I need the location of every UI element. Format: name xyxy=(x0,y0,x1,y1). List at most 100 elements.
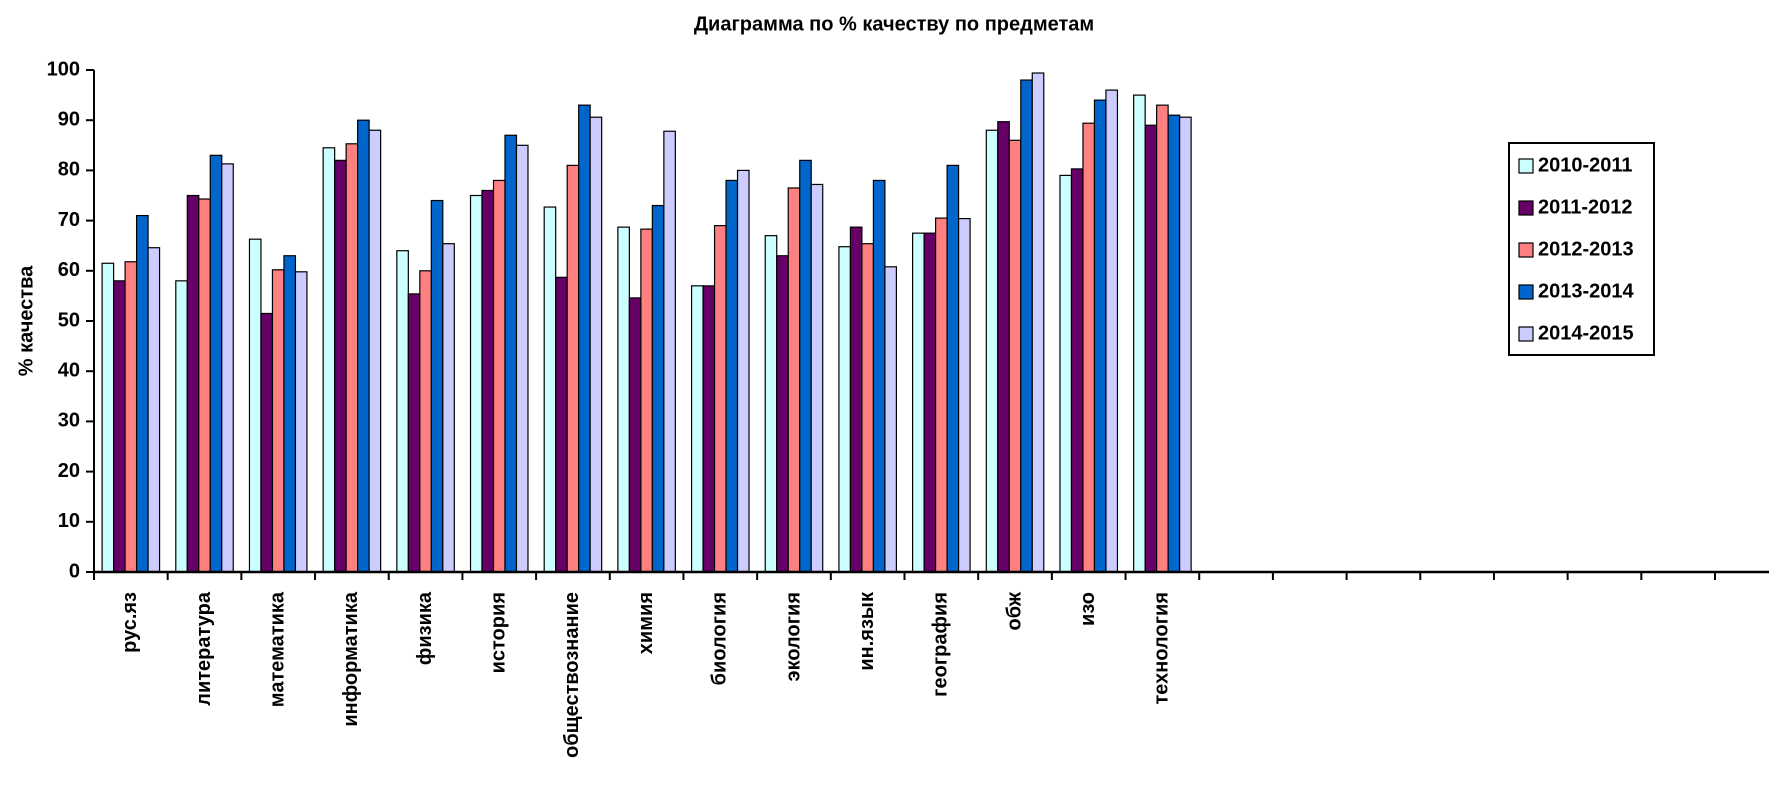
x-tick-label: экология xyxy=(782,592,804,681)
bar xyxy=(1133,94,1146,573)
bar xyxy=(589,116,603,573)
bar xyxy=(663,130,676,573)
bar xyxy=(515,144,529,573)
bar xyxy=(147,247,161,573)
legend-label: 2014-2015 xyxy=(1538,322,1634,344)
bar xyxy=(271,269,285,573)
legend-label: 2012-2013 xyxy=(1538,238,1634,260)
bar xyxy=(198,198,211,573)
x-tick-label: химия xyxy=(635,592,657,654)
legend-swatch xyxy=(1518,158,1534,174)
y-tick-label: 90 xyxy=(58,108,80,130)
bar xyxy=(260,312,274,573)
bar xyxy=(1167,114,1181,573)
y-tick-label: 40 xyxy=(58,359,80,381)
bar xyxy=(776,255,789,573)
legend-swatch xyxy=(1518,284,1534,300)
bar xyxy=(555,276,568,573)
y-axis-label: % качества xyxy=(15,265,37,376)
bar xyxy=(419,270,432,573)
bar xyxy=(1156,104,1169,573)
bar xyxy=(923,232,937,573)
bar xyxy=(1093,99,1107,573)
bar xyxy=(442,243,455,573)
legend-swatch xyxy=(1518,242,1534,258)
chart-title: Диаграмма по % качеству по предметам xyxy=(694,13,1094,35)
legend-label: 2010-2011 xyxy=(1538,154,1633,176)
bar xyxy=(101,262,115,573)
x-tick-label: обществознание xyxy=(561,592,583,758)
bar xyxy=(1059,174,1073,573)
bar xyxy=(469,194,483,573)
x-tick-label: рус.яз xyxy=(119,592,141,653)
bar xyxy=(690,285,704,573)
y-tick-label: 50 xyxy=(58,309,80,331)
x-tick-label: изо xyxy=(1077,592,1099,626)
bar xyxy=(861,243,875,573)
bar xyxy=(1008,139,1022,573)
bar xyxy=(884,266,897,573)
bar xyxy=(1070,168,1084,573)
bar xyxy=(1105,89,1119,573)
bar xyxy=(934,217,948,573)
bar xyxy=(566,164,580,573)
bar xyxy=(407,293,421,573)
bar xyxy=(640,228,653,573)
bar xyxy=(209,154,223,573)
y-tick-label: 100 xyxy=(47,58,80,80)
x-tick-label: технология xyxy=(1151,592,1173,705)
legend-label: 2013-2014 xyxy=(1538,280,1635,302)
bar xyxy=(135,214,149,573)
bar xyxy=(997,121,1010,573)
bar xyxy=(357,119,370,573)
bar xyxy=(283,255,297,573)
bar xyxy=(872,179,886,573)
bar xyxy=(725,179,739,573)
bar xyxy=(430,199,444,573)
bar xyxy=(799,159,812,573)
bar xyxy=(492,179,506,573)
bar xyxy=(248,238,262,573)
y-tick-label: 0 xyxy=(69,560,80,582)
bar xyxy=(221,163,234,573)
x-tick-label: информатика xyxy=(340,591,362,727)
bar xyxy=(651,204,665,573)
bar xyxy=(481,189,495,573)
y-tick-label: 80 xyxy=(58,159,80,181)
x-tick-label: история xyxy=(488,592,510,673)
bar xyxy=(175,280,188,573)
y-tick-label: 30 xyxy=(58,410,80,432)
bar xyxy=(713,225,727,573)
x-tick-label: литература xyxy=(193,591,215,706)
y-tick-label: 20 xyxy=(58,460,80,482)
bar xyxy=(810,183,824,573)
bar xyxy=(322,147,336,573)
x-tick-label: обж xyxy=(1003,591,1025,630)
bar xyxy=(838,246,852,573)
bar xyxy=(702,285,716,573)
bar xyxy=(1020,79,1033,573)
bar xyxy=(368,129,382,573)
bar xyxy=(957,217,971,573)
x-tick-label: математика xyxy=(266,591,288,707)
bar xyxy=(628,297,642,573)
bar xyxy=(504,134,518,573)
bar xyxy=(294,271,308,573)
bar xyxy=(334,159,347,573)
bar xyxy=(912,232,925,573)
x-tick-label: биология xyxy=(709,592,731,685)
bar xyxy=(946,164,960,573)
x-tick-label: ин.язык xyxy=(856,591,878,671)
legend-swatch xyxy=(1518,326,1534,342)
bar xyxy=(543,206,557,573)
x-tick-label: физика xyxy=(414,591,436,665)
bar xyxy=(186,194,200,573)
x-tick-label: география xyxy=(930,592,952,697)
y-tick-label: 60 xyxy=(58,259,80,281)
bar xyxy=(345,143,359,573)
bar xyxy=(1082,122,1096,573)
y-tick-label: 10 xyxy=(58,510,80,532)
bar xyxy=(764,235,778,573)
bar xyxy=(849,226,863,573)
